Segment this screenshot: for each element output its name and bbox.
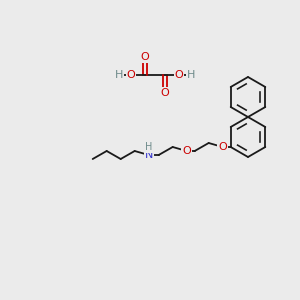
Text: O: O — [127, 70, 135, 80]
Text: H: H — [115, 70, 123, 80]
Text: O: O — [182, 146, 191, 156]
Text: O: O — [218, 142, 227, 152]
Text: N: N — [145, 150, 153, 160]
Text: H: H — [187, 70, 195, 80]
Text: O: O — [160, 88, 169, 98]
Text: H: H — [145, 142, 152, 152]
Text: O: O — [175, 70, 183, 80]
Text: O: O — [141, 52, 149, 62]
